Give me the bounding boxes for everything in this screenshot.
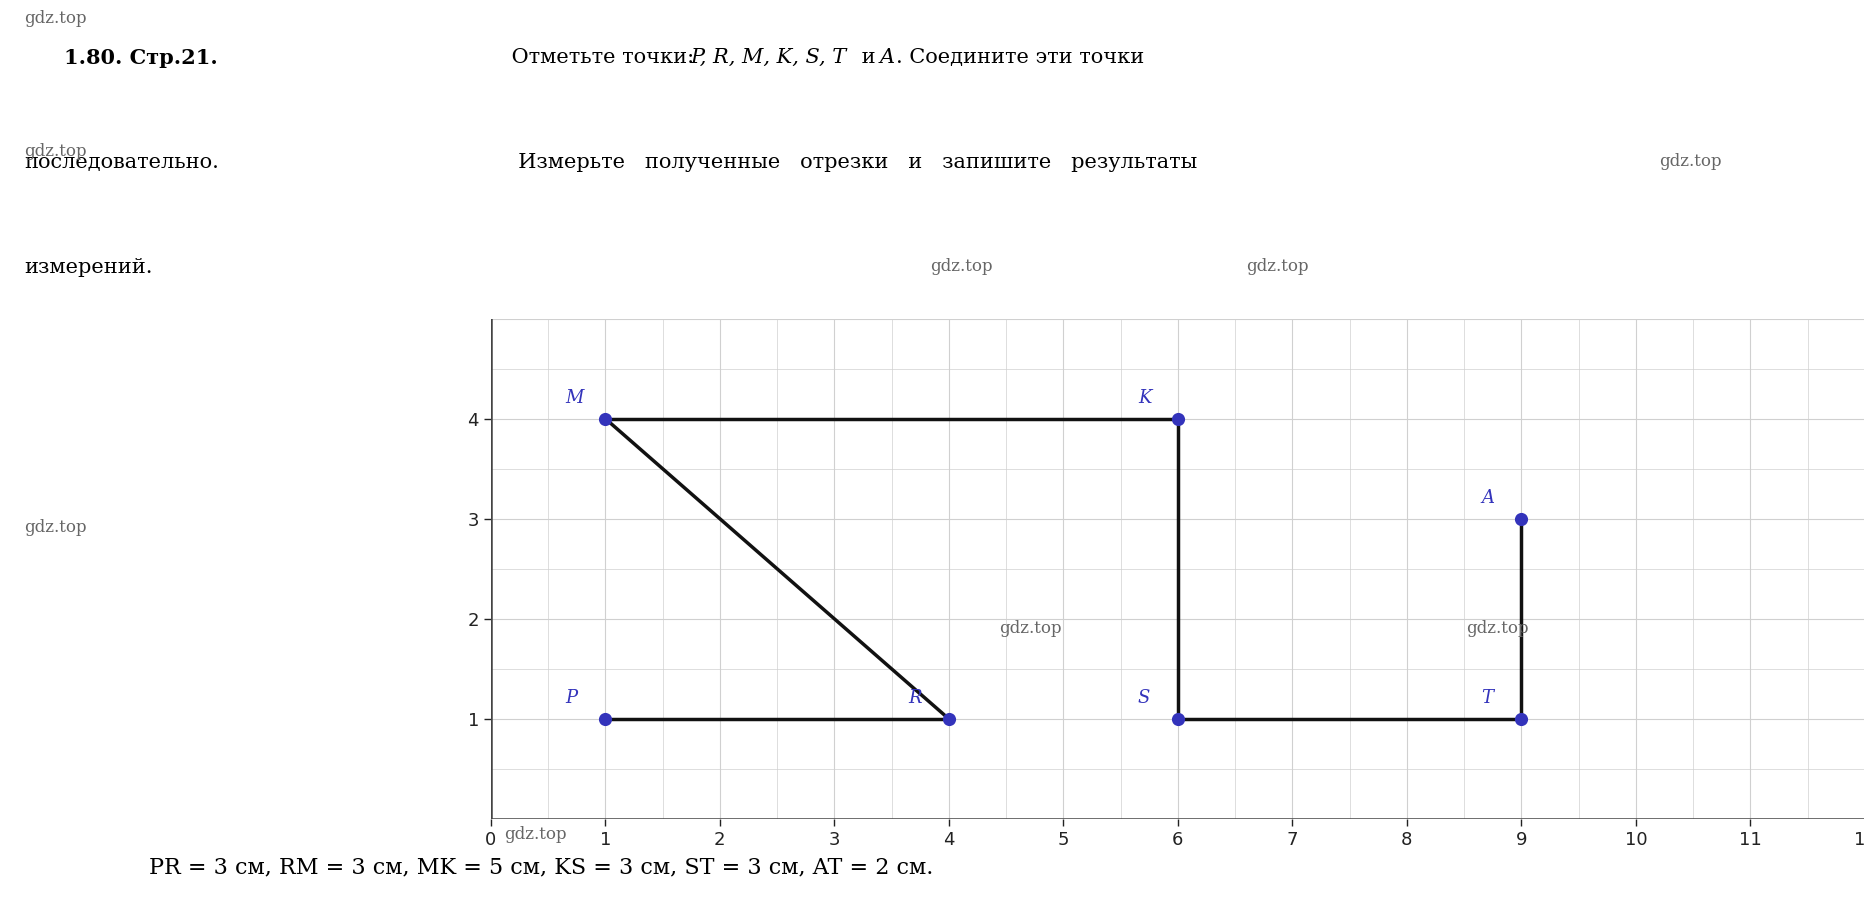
Text: A: A: [880, 48, 895, 66]
Text: Ответ:: Ответ:: [490, 335, 561, 353]
Point: [591, 712, 621, 726]
Text: PR = 3 см, RM = 3 см, MK = 5 см, KS = 3 см, ST = 3 см, AT = 2 см.: PR = 3 см, RM = 3 см, MK = 5 см, KS = 3 …: [149, 857, 934, 879]
Text: S: S: [1137, 689, 1150, 707]
Text: gdz.top: gdz.top: [930, 258, 994, 275]
Text: gdz.top: gdz.top: [24, 144, 88, 160]
Text: gdz.top: gdz.top: [999, 621, 1061, 637]
Text: P, R, M, K, S, T: P, R, M, K, S, T: [690, 48, 846, 66]
Text: gdz.top: gdz.top: [1465, 621, 1528, 637]
Text: gdz.top: gdz.top: [1657, 153, 1720, 170]
Text: Измерьте   полученные   отрезки   и   запишите   результаты: Измерьте полученные отрезки и запишите р…: [505, 153, 1197, 172]
Text: M: M: [565, 389, 583, 407]
Point: [1163, 411, 1193, 426]
Text: R: R: [908, 689, 923, 707]
Text: 1.80. Стр.21.: 1.80. Стр.21.: [63, 48, 218, 67]
Point: [591, 411, 621, 426]
Text: gdz.top: gdz.top: [505, 826, 567, 844]
Text: последовательно.: последовательно.: [24, 153, 220, 172]
Text: gdz.top: gdz.top: [24, 519, 88, 536]
Text: T: T: [1480, 689, 1493, 707]
Text: Отметьте точки:: Отметьте точки:: [505, 48, 699, 66]
Text: gdz.top: gdz.top: [24, 10, 88, 26]
Point: [1163, 712, 1193, 726]
Text: . Соедините эти точки: . Соедините эти точки: [897, 48, 1144, 66]
Text: K: K: [1137, 389, 1150, 407]
Text: gdz.top: gdz.top: [1245, 258, 1309, 275]
Text: A: A: [1480, 489, 1493, 507]
Text: P: P: [565, 689, 578, 707]
Point: [1506, 712, 1536, 726]
Point: [934, 712, 964, 726]
Text: и: и: [854, 48, 882, 66]
Text: измерений.: измерений.: [24, 258, 153, 277]
Point: [1506, 511, 1536, 526]
